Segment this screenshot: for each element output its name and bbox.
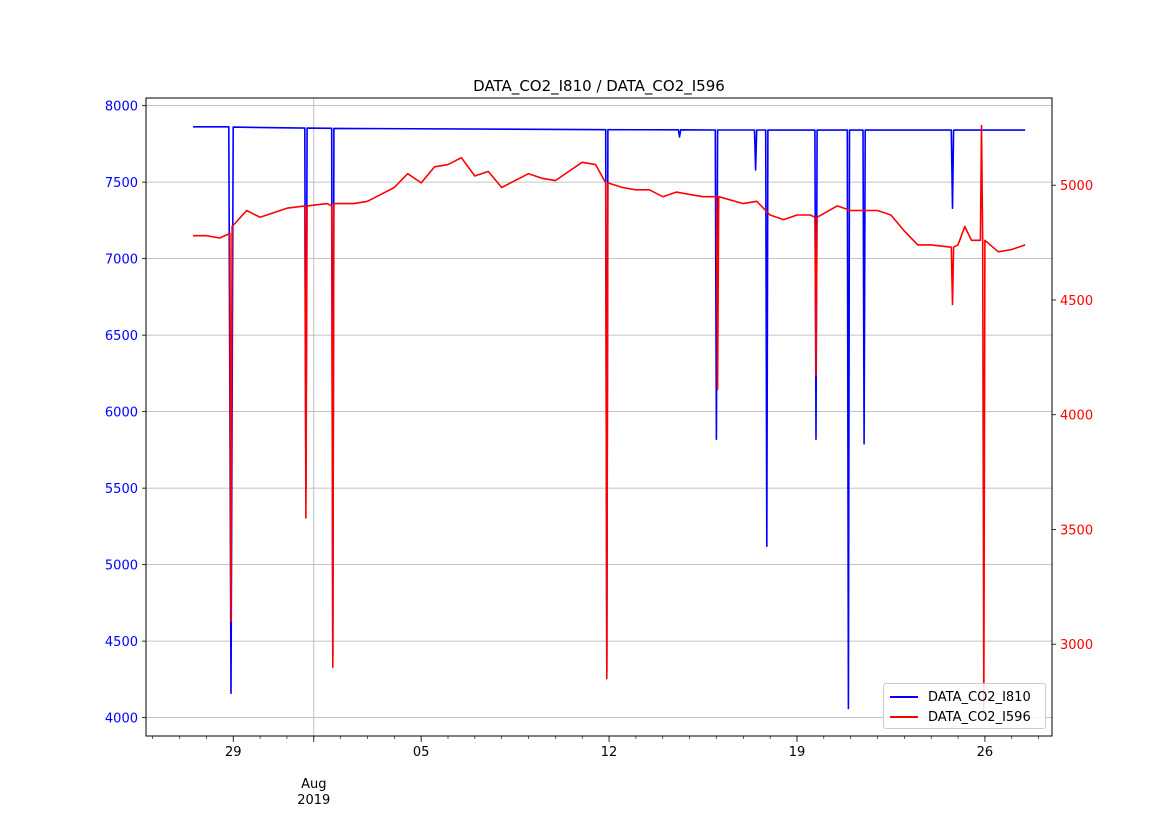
x-tick-label: 12: [601, 745, 618, 760]
axis-layer: 4000 4500 5000 5500 6000 6500 7000 7500 8000 3000…: [105, 100, 1093, 808]
y-left-tick-label: 5000: [105, 559, 138, 574]
x-tick-label: 05: [413, 745, 430, 760]
legend-label-i596: DATA_CO2_I596: [928, 709, 1031, 725]
legend-label-i810: DATA_CO2_I810: [928, 689, 1031, 705]
y-left-tick-label: 4500: [105, 635, 138, 650]
y-right-tick-label: 4500: [1060, 294, 1093, 309]
plot-frame: [145, 97, 1053, 737]
y-right-tick-label: 3000: [1060, 638, 1093, 653]
y-left-tick-label: 5500: [105, 482, 138, 497]
legend-swatch-i810: [890, 696, 918, 698]
legend-swatch-i596: [890, 716, 918, 718]
y-left-tick-label: 6500: [105, 329, 138, 344]
y-left-tick-label: 6000: [105, 406, 138, 421]
y-left-tick-label: 7000: [105, 253, 138, 268]
x-tick-label: 19: [789, 745, 806, 760]
y-left-tick-label: 8000: [105, 100, 138, 115]
legend-entry-i596: DATA_CO2_I596: [890, 708, 1031, 726]
legend: DATA_CO2_I810 DATA_CO2_I596: [883, 683, 1046, 729]
series-line-data-co2-i810: [193, 126, 1026, 710]
x-tick-label: 2019: [297, 793, 330, 808]
x-tick-label: Aug: [301, 777, 326, 792]
x-tick-label: 26: [977, 745, 994, 760]
y-right-tick-label: 5000: [1060, 179, 1093, 194]
x-tick-label: 29: [225, 745, 242, 760]
y-left-tick-label: 7500: [105, 176, 138, 191]
y-left-tick-label: 4000: [105, 712, 138, 727]
chart-title: DATA_CO2_I810 / DATA_CO2_I596: [473, 77, 725, 96]
legend-entry-i810: DATA_CO2_I810: [890, 688, 1031, 706]
series-layer: [193, 124, 1026, 714]
y-right-tick-label: 4000: [1060, 409, 1093, 424]
y-right-tick-label: 3500: [1060, 523, 1093, 538]
series-line-data-co2-i596: [193, 124, 1026, 714]
